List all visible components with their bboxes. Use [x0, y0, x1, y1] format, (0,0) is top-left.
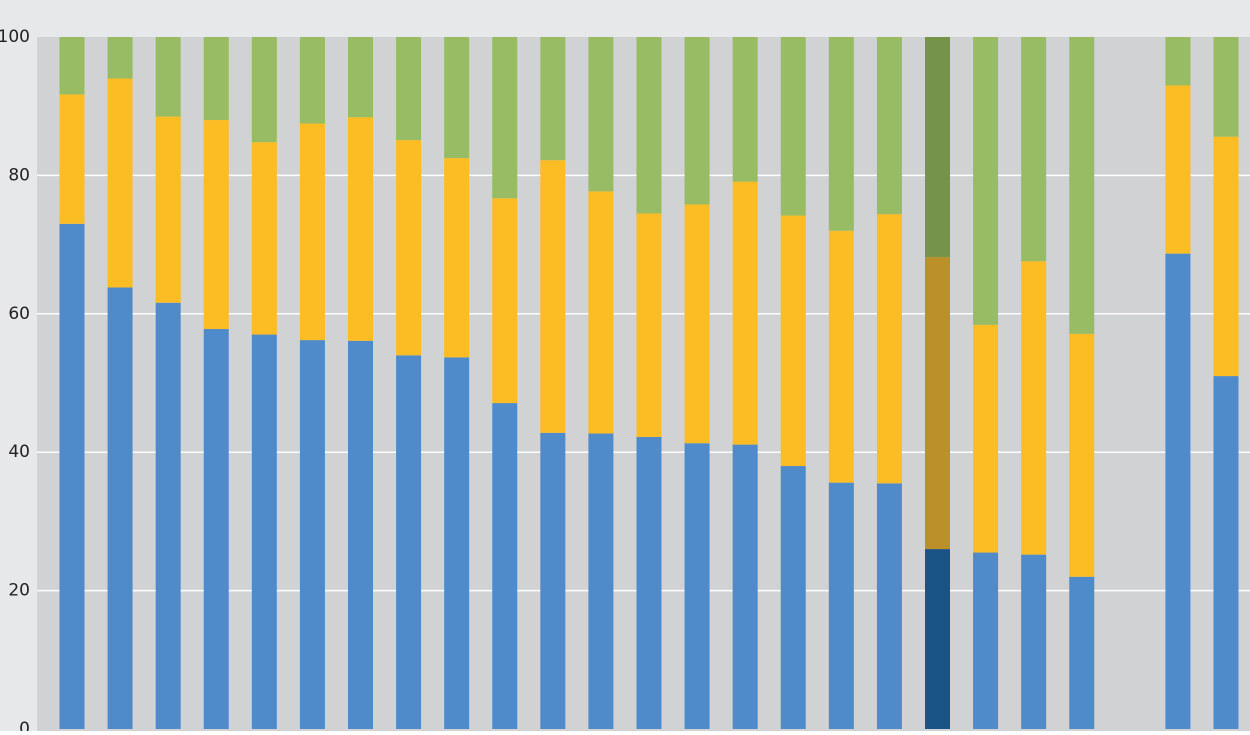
bar-segment-2-col-11 — [540, 160, 566, 433]
y-tick-label: 40 — [8, 442, 30, 462]
bar-segment-1-col-16 — [780, 466, 806, 729]
y-tick-label: 60 — [8, 304, 30, 324]
bar-segment-2-col-25 — [1213, 136, 1239, 377]
bar-segment-3-col-11 — [540, 37, 566, 161]
bar-segment-1-col-21 — [1021, 554, 1047, 729]
bar-segment-3-col-13 — [636, 37, 662, 214]
bar-segment-3-col-15 — [732, 37, 758, 182]
bar-segment-1-col-3 — [155, 302, 181, 729]
bar-segment-2-col-14 — [684, 204, 710, 444]
bar-segment-3-col-6 — [299, 37, 325, 124]
bar-segment-3-col-5 — [251, 37, 277, 143]
bar-segment-1-col-22 — [1069, 576, 1095, 729]
bar-segment-2-col-18 — [876, 214, 902, 484]
bar-segment-3-col-2 — [107, 37, 133, 79]
bar-segment-1-col-5 — [251, 334, 277, 729]
bar-segment-1-col-13 — [636, 436, 662, 729]
bar-segment-2-col-9 — [444, 158, 470, 358]
bar-segment-2-col-19 — [925, 257, 950, 550]
bar-segment-2-col-2 — [107, 78, 133, 288]
bars — [59, 37, 1239, 729]
bar-segment-1-col-9 — [444, 357, 470, 729]
bar-segment-3-col-18 — [876, 37, 902, 215]
bar-segment-2-col-12 — [588, 191, 614, 434]
bar-segment-1-col-7 — [348, 340, 373, 729]
bar-segment-3-col-17 — [828, 37, 854, 231]
y-axis-ticks: 0 20 40 60 80 100 — [0, 27, 30, 735]
bar-segment-1-col-12 — [588, 433, 614, 729]
bar-segment-3-col-7 — [348, 37, 373, 118]
bar-segment-2-col-3 — [155, 116, 181, 303]
bar-segment-1-col-2 — [107, 287, 133, 729]
bar-segment-1-col-4 — [203, 329, 229, 729]
bar-segment-2-col-13 — [636, 213, 662, 437]
bar-segment-1-col-18 — [876, 483, 902, 729]
bar-segment-2-col-6 — [299, 123, 325, 341]
bar-segment-2-col-7 — [348, 117, 373, 341]
y-tick-label: 0 — [19, 719, 30, 731]
bar-segment-2-col-22 — [1069, 333, 1095, 577]
bar-segment-3-col-20 — [973, 37, 999, 325]
bar-segment-3-col-21 — [1021, 37, 1047, 262]
bar-segment-2-col-20 — [973, 324, 999, 553]
bar-segment-1-col-17 — [828, 482, 854, 729]
bar-segment-2-col-21 — [1021, 261, 1047, 555]
bar-segment-3-col-3 — [155, 37, 181, 117]
bar-segment-3-col-8 — [396, 37, 422, 141]
bar-segment-1-col-24 — [1165, 253, 1191, 729]
bar-segment-2-col-1 — [59, 94, 85, 224]
bar-segment-1-col-6 — [299, 340, 325, 729]
bar-segment-3-col-16 — [780, 37, 806, 216]
y-tick-label: 80 — [8, 165, 30, 185]
bar-segment-2-col-15 — [732, 181, 758, 445]
bar-segment-1-col-19 — [925, 549, 950, 729]
bar-segment-2-col-17 — [828, 230, 854, 483]
bar-segment-2-col-4 — [203, 120, 229, 330]
bar-segment-1-col-15 — [732, 444, 758, 729]
bar-segment-2-col-16 — [780, 215, 806, 467]
bar-segment-3-col-24 — [1165, 37, 1191, 86]
bar-segment-1-col-10 — [492, 403, 518, 729]
y-tick-label: 100 — [0, 27, 30, 47]
bar-segment-1-col-20 — [973, 552, 999, 729]
bar-segment-3-col-1 — [59, 37, 85, 95]
bar-segment-2-col-24 — [1165, 85, 1191, 254]
bar-segment-1-col-8 — [396, 355, 422, 729]
bar-segment-3-col-12 — [588, 37, 614, 192]
bar-segment-3-col-9 — [444, 37, 470, 159]
bar-segment-3-col-22 — [1069, 37, 1095, 334]
bar-segment-3-col-10 — [492, 37, 518, 199]
bar-segment-3-col-25 — [1213, 37, 1239, 137]
bar-segment-1-col-14 — [684, 443, 710, 729]
bar-segment-1-col-11 — [540, 432, 566, 729]
bar-segment-3-col-4 — [203, 37, 229, 121]
bar-segment-3-col-14 — [684, 37, 710, 205]
bar-segment-2-col-8 — [396, 140, 422, 356]
y-tick-label: 20 — [8, 581, 30, 601]
bar-segment-2-col-10 — [492, 198, 518, 404]
bar-segment-1-col-1 — [59, 223, 85, 729]
bar-segment-1-col-25 — [1213, 376, 1239, 729]
bar-segment-3-col-19 — [925, 37, 950, 258]
bar-segment-2-col-5 — [251, 142, 277, 335]
